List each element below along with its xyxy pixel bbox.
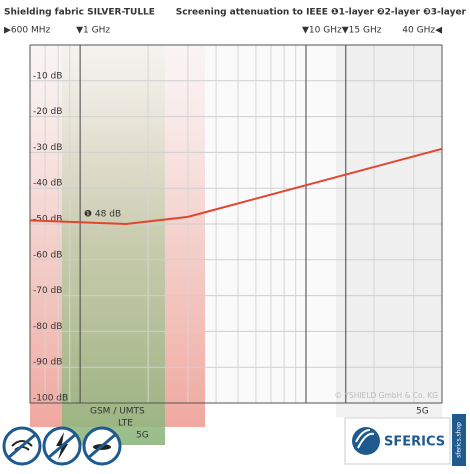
y-tick-label: -40 dB — [33, 179, 62, 189]
brand: SFERICS sferics.shop — [344, 414, 466, 466]
band-label: LTE — [118, 419, 133, 429]
annotation: ❶ 48 dB — [84, 210, 121, 220]
y-tick-label: -90 dB — [33, 358, 62, 368]
band-green — [62, 45, 165, 445]
chart-subtitle: Screening attenuation to IEEE ❶1-layer ❷… — [176, 8, 467, 18]
y-tick-label: -60 dB — [33, 250, 62, 260]
copyright: © YSHIELD GmbH & Co. KG — [335, 391, 439, 400]
band-label: 5G — [136, 431, 149, 441]
x-tick-label: 40 GHz◀ — [402, 26, 442, 36]
y-tick-label: -70 dB — [33, 286, 62, 296]
x-tick-label: ▶600 MHz — [4, 26, 50, 36]
band-label: GSM / UMTS — [90, 407, 145, 417]
y-tick-label: -50 dB — [33, 215, 62, 225]
x-tick-label: ▼1 GHz — [76, 26, 110, 36]
y-tick-label: -100 dB — [33, 394, 68, 404]
plot-frame — [29, 44, 443, 404]
band-5g — [336, 45, 442, 417]
band-label: 5G — [416, 407, 429, 417]
data-line — [29, 147, 443, 226]
y-tick-label: -20 dB — [33, 107, 62, 117]
x-tick-label: ▼10 GHz — [302, 26, 342, 36]
y-tick-label: -80 dB — [33, 322, 62, 332]
y-tick-label: -30 dB — [33, 143, 62, 153]
brand-url: sferics.shop — [456, 422, 463, 458]
brand-name: SFERICS — [384, 435, 445, 450]
y-tick-label: -10 dB — [33, 71, 62, 81]
x-tick-label: ▼15 GHz — [342, 26, 382, 36]
icons — [2, 426, 122, 466]
chart-title: Shielding fabric SILVER-TULLE — [4, 8, 155, 18]
